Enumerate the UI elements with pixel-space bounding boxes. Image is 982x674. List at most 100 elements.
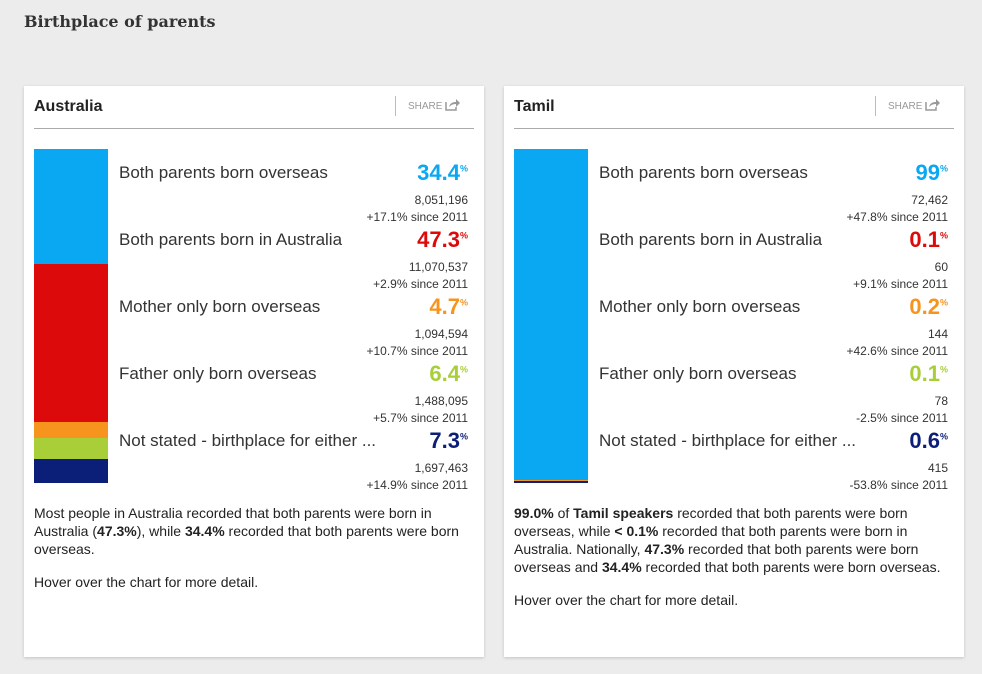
item-label: Both parents born overseas: [119, 163, 328, 182]
item-percent: 0.2%: [828, 294, 948, 320]
bar-segment[interactable]: [34, 421, 108, 438]
description: Most people in Australia recorded that b…: [34, 504, 474, 606]
item-percent: 4.7%: [348, 294, 468, 320]
share-button[interactable]: SHARE: [408, 99, 460, 112]
item-count: 415: [927, 461, 948, 475]
bar-segment[interactable]: [514, 479, 588, 481]
item-change: +2.9% since 2011: [373, 277, 468, 291]
description-segment: 47.3%: [97, 523, 137, 539]
item-percent: 99%: [828, 160, 949, 186]
page-title: Birthplace of parents: [24, 12, 216, 31]
bar-segment[interactable]: [34, 437, 108, 459]
item-label: Mother only born overseas: [119, 297, 321, 316]
panel-title: Tamil: [514, 98, 555, 115]
hint-text: Hover over the chart for more detail.: [514, 592, 739, 608]
description-segment: recorded that both parents were born ove…: [514, 505, 908, 539]
item-percent: 0.1%: [828, 361, 948, 387]
percent-unit: %: [939, 163, 948, 174]
item-label: Both parents born in Australia: [599, 230, 823, 249]
item-percent: 6.4%: [348, 361, 468, 387]
item-label: Mother only born overseas: [599, 297, 801, 316]
percent-unit: %: [939, 431, 948, 442]
percent-unit: %: [939, 364, 948, 375]
item-change: +9.1% since 2011: [853, 277, 948, 291]
item-label: Father only born overseas: [119, 364, 317, 383]
item-count: 60: [934, 260, 948, 274]
item-count: 1,488,095: [414, 394, 468, 408]
percent-value: 4.7: [429, 294, 460, 319]
item-label: Both parents born overseas: [599, 163, 808, 182]
panel-card: Australia SHARE Both parents born overseas…: [24, 86, 484, 657]
percent-unit: %: [459, 230, 468, 241]
item-label: Not stated - birthplace for either ...: [119, 431, 377, 450]
item-percent: 34.4%: [348, 160, 468, 186]
description: 99.0% of Tamil speakers recorded that bo…: [514, 504, 954, 624]
stacked-bar[interactable]: [34, 149, 108, 483]
percent-value: 0.6: [909, 428, 940, 453]
description-segment: Most people in Australia recorded that b…: [34, 505, 432, 539]
item-percent: 47.3%: [348, 227, 468, 253]
share-icon[interactable]: [924, 98, 940, 112]
bar-segment[interactable]: [514, 149, 588, 480]
item-change: -2.5% since 2011: [856, 411, 948, 425]
item-percent: 7.3%: [348, 428, 468, 454]
percent-value: 0.1: [909, 227, 940, 252]
panel-card: Tamil SHARE Both parents born overseas 99% 7…: [504, 86, 964, 657]
description-segment: 34.4%: [601, 559, 642, 575]
description-segment: recorded that both parents were born ove…: [34, 523, 459, 557]
description-segment: ), while: [136, 523, 185, 539]
description-text: 99.0% of Tamil speakers recorded that bo…: [514, 504, 954, 576]
item-change: -53.8% since 2011: [849, 478, 948, 492]
description-segment: 34.4%: [184, 523, 225, 539]
item-change: +14.9% since 2011: [366, 478, 468, 492]
bar-segment[interactable]: [34, 263, 108, 422]
header-rule: [514, 128, 954, 129]
description-segment: recorded that both parents were born in …: [514, 523, 908, 557]
item-label: Both parents born in Australia: [119, 230, 343, 249]
item-count: 72,462: [911, 193, 948, 207]
item-count: 1,094,594: [414, 327, 468, 341]
hint-text: Hover over the chart for more detail.: [34, 574, 259, 590]
stacked-bar[interactable]: [514, 149, 588, 483]
header-rule: [34, 128, 474, 129]
item-change: +5.7% since 2011: [373, 411, 468, 425]
description-segment: recorded that both parents were born ove…: [514, 541, 919, 575]
bar-segment[interactable]: [34, 458, 108, 483]
description-text: Most people in Australia recorded that b…: [34, 504, 474, 558]
separator: [875, 96, 876, 116]
description-segment: recorded that both parents were born ove…: [641, 559, 941, 575]
panel-title: Australia: [34, 98, 103, 115]
percent-value: 7.3: [429, 428, 460, 453]
item-count: 1,697,463: [414, 461, 468, 475]
percent-unit: %: [459, 297, 468, 308]
item-percent: 0.6%: [828, 428, 948, 454]
item-change: +47.8% since 2011: [846, 210, 948, 224]
item-change: +10.7% since 2011: [366, 344, 468, 358]
percent-unit: %: [459, 163, 468, 174]
separator: [395, 96, 396, 116]
bar-segment[interactable]: [514, 480, 588, 483]
item-count: 11,070,537: [408, 260, 468, 274]
item-count: 78: [934, 394, 948, 408]
item-label: Father only born overseas: [599, 364, 797, 383]
item-label: Not stated - birthplace for either ...: [599, 431, 857, 450]
percent-unit: %: [459, 364, 468, 375]
share-icon[interactable]: [444, 98, 460, 112]
item-percent: 0.1%: [828, 227, 948, 253]
percent-value: 34.4: [417, 160, 460, 185]
item-count: 144: [927, 327, 948, 341]
item-change: +42.6% since 2011: [846, 344, 948, 358]
percent-value: 0.1: [909, 361, 940, 386]
percent-value: 0.2: [909, 294, 940, 319]
description-segment: Tamil speakers: [573, 505, 674, 521]
percent-value: 99: [915, 160, 940, 185]
description-segment: 99.0%: [514, 505, 554, 521]
bar-segment[interactable]: [34, 149, 108, 264]
description-segment: 47.3%: [644, 541, 685, 557]
percent-unit: %: [939, 297, 948, 308]
share-button[interactable]: SHARE: [888, 99, 940, 112]
percent-value: 47.3: [417, 227, 460, 252]
percent-unit: %: [459, 431, 468, 442]
percent-unit: %: [939, 230, 948, 241]
